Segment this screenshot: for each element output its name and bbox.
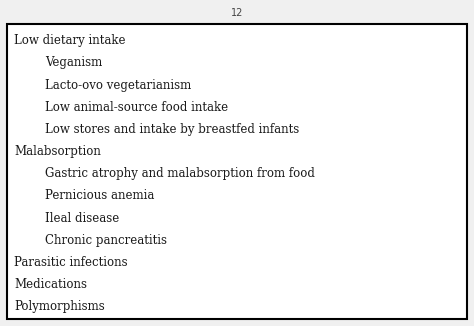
Text: Veganism: Veganism xyxy=(45,56,102,69)
FancyBboxPatch shape xyxy=(7,24,467,319)
Text: Medications: Medications xyxy=(14,278,87,291)
Text: Ileal disease: Ileal disease xyxy=(45,212,119,225)
Text: Parasitic infections: Parasitic infections xyxy=(14,256,128,269)
Text: Polymorphisms: Polymorphisms xyxy=(14,300,105,313)
Text: 12: 12 xyxy=(231,8,243,18)
Text: Pernicious anemia: Pernicious anemia xyxy=(45,189,155,202)
Text: Malabsorption: Malabsorption xyxy=(14,145,101,158)
FancyBboxPatch shape xyxy=(0,0,474,24)
Text: Lacto-ovo vegetarianism: Lacto-ovo vegetarianism xyxy=(45,79,191,92)
Text: Low animal-source food intake: Low animal-source food intake xyxy=(45,101,228,114)
Text: Low stores and intake by breastfed infants: Low stores and intake by breastfed infan… xyxy=(45,123,299,136)
Text: Chronic pancreatitis: Chronic pancreatitis xyxy=(45,234,167,247)
Text: Gastric atrophy and malabsorption from food: Gastric atrophy and malabsorption from f… xyxy=(45,167,315,180)
Text: Low dietary intake: Low dietary intake xyxy=(14,34,126,47)
